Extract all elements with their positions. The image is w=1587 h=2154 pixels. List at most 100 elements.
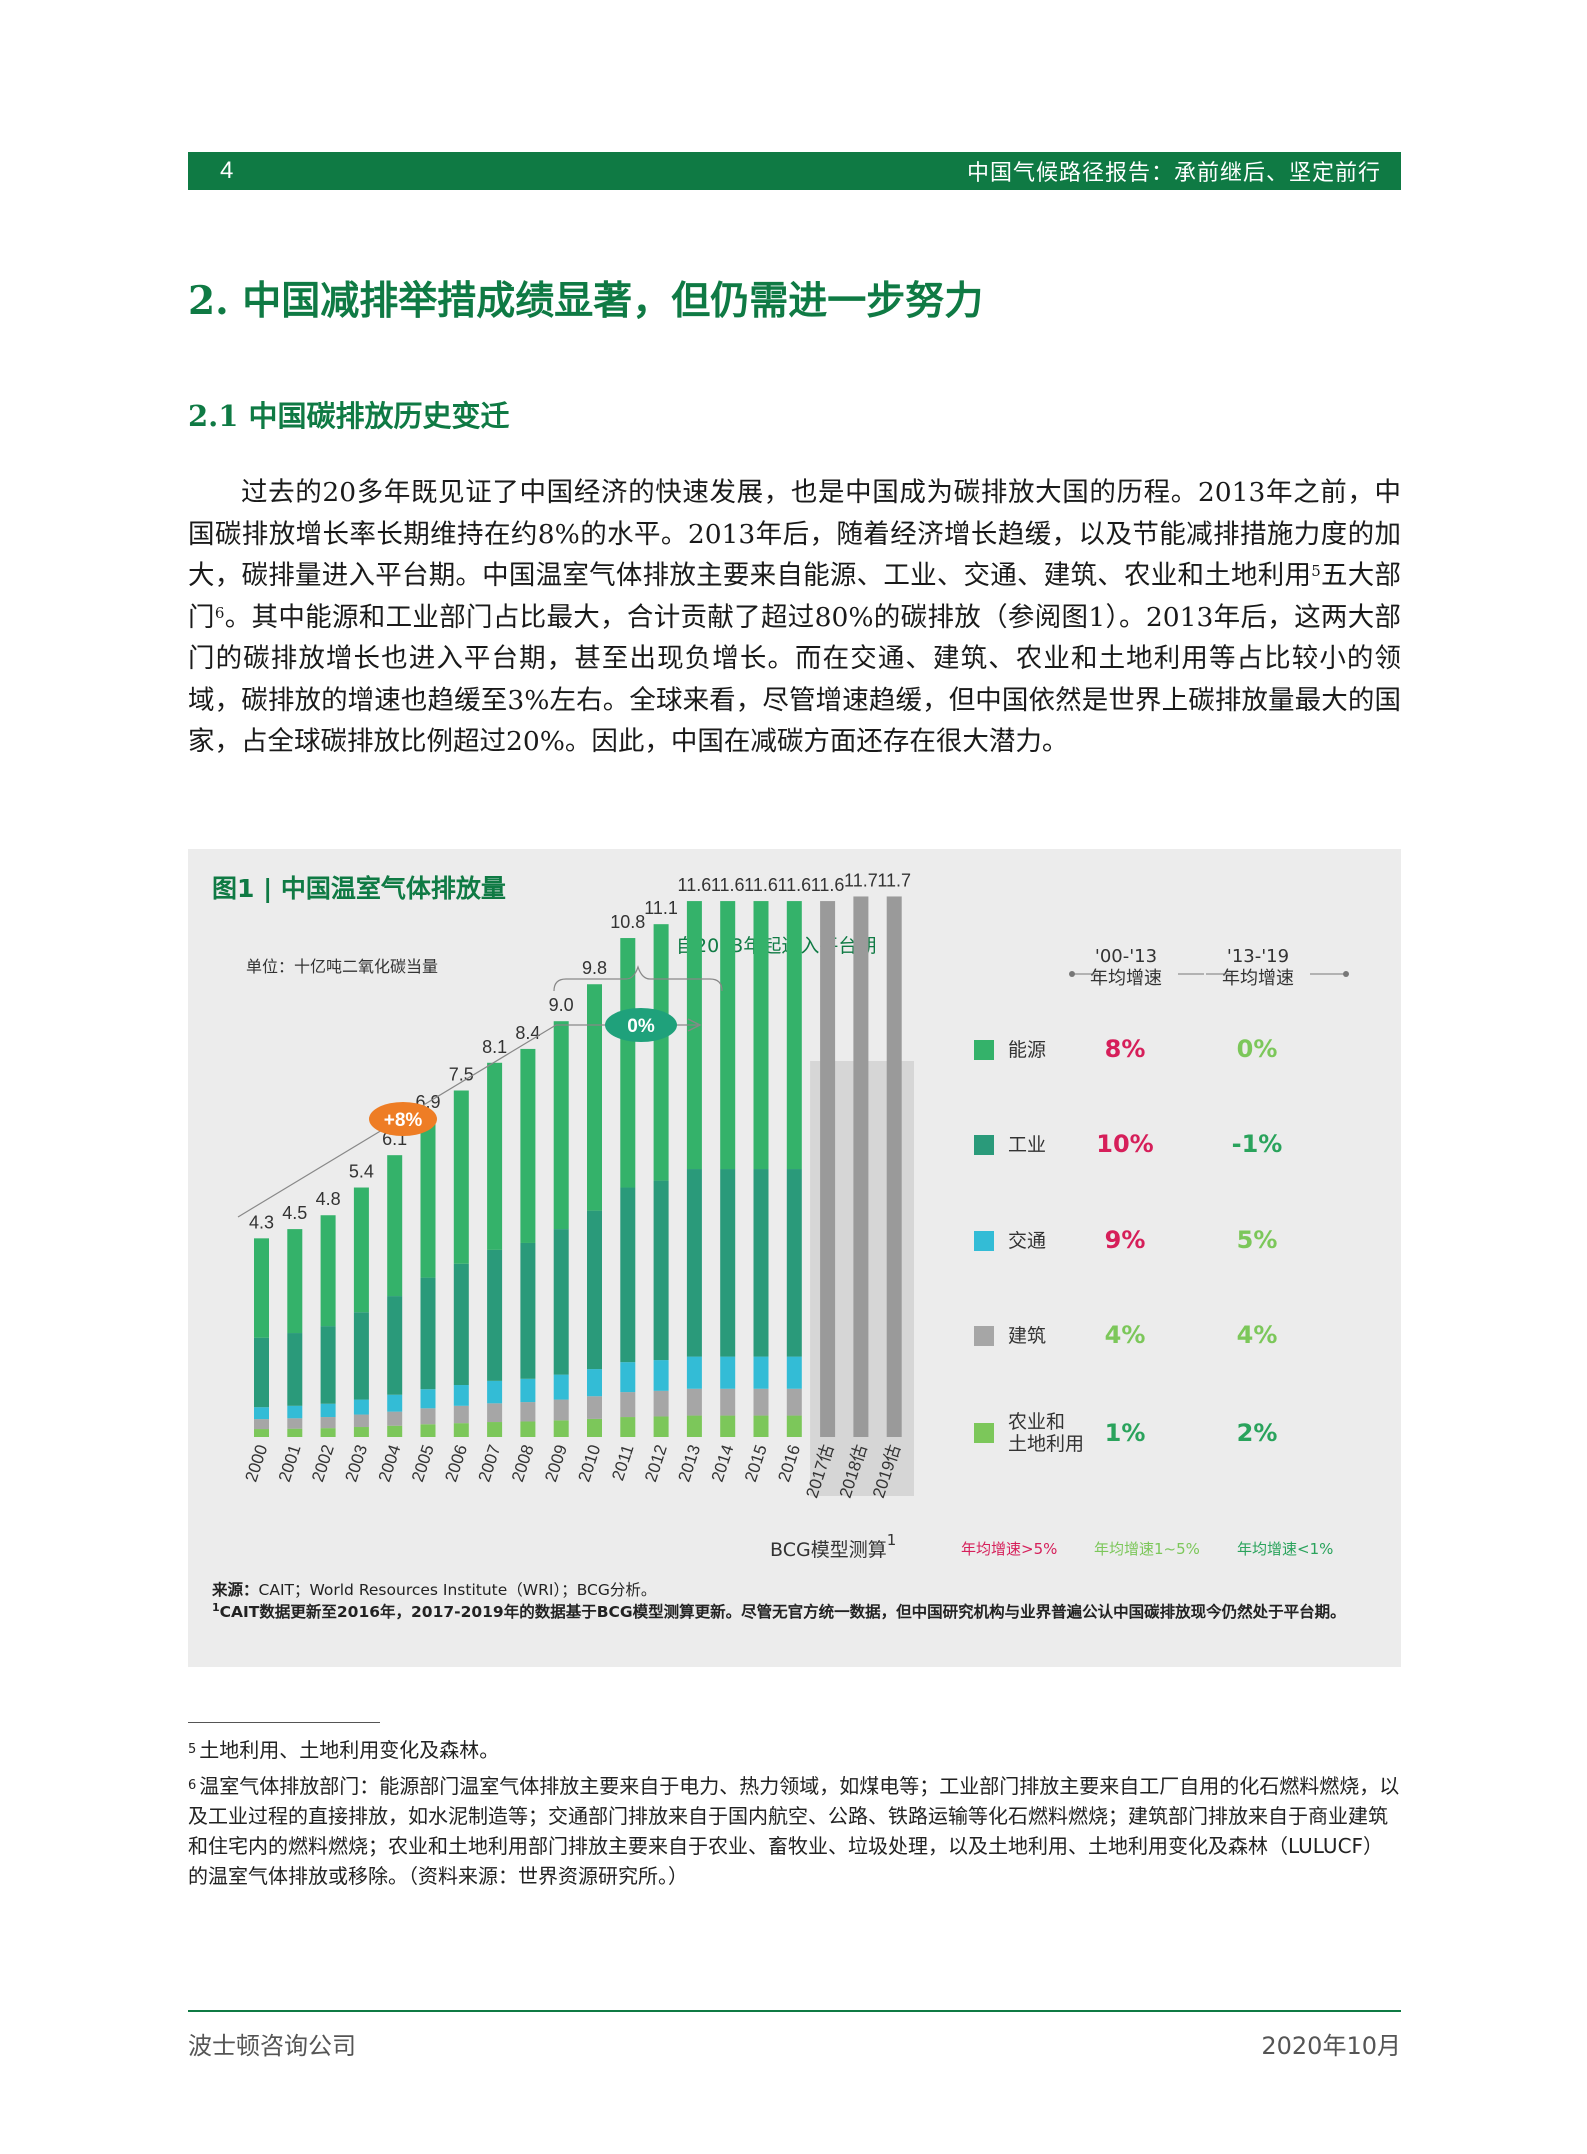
bar-segment-2005: [420, 1389, 436, 1409]
bar-segment-2000: [254, 1337, 269, 1408]
bar-segment-2010: [587, 1210, 602, 1370]
bar-segment-2010: [587, 1396, 602, 1419]
footnote-ref-5[interactable]: 5: [1311, 562, 1321, 580]
x-tick-label: 2006: [441, 1442, 471, 1484]
bar-segment-2006: [453, 1090, 469, 1264]
key-high: 年均增速>5%: [961, 1540, 1058, 1558]
bar-segment-2008: [520, 1048, 536, 1243]
col1-metric: 年均增速: [1090, 968, 1162, 989]
key-low: 年均增速<1%: [1237, 1540, 1334, 1558]
footnote-ref-6[interactable]: 6: [214, 603, 225, 622]
bar-segment-2001: [287, 1428, 303, 1437]
col1-period: '00-'13: [1094, 946, 1158, 967]
rate-2000-2013: 1%: [1104, 1419, 1146, 1447]
bar-segment-2005: [420, 1424, 436, 1437]
bar-segment-2016: [786, 901, 802, 1170]
rate-2000-2013: 10%: [1096, 1130, 1154, 1158]
bar-segment-2004: [387, 1411, 403, 1426]
bcg-label-text: BCG模型测算: [770, 1539, 887, 1561]
col1-header: '00-'13 年均增速: [1076, 946, 1176, 990]
legend-item: 建筑: [974, 1325, 1046, 1347]
page-number: 4: [220, 157, 234, 184]
bar-segment-2008: [520, 1378, 536, 1403]
bar-segment-2010: [587, 1369, 602, 1397]
bar-segment-2001: [287, 1405, 303, 1419]
subsection-heading: 2.1 中国碳排放历史变迁: [188, 399, 510, 433]
x-tick-label: 2007: [475, 1442, 505, 1484]
bar-segment-2007: [487, 1249, 503, 1381]
bar-segment-2001: [287, 1229, 303, 1334]
footnote-6: 6 温室气体排放部门：能源部门温室气体排放主要来自于电力、热力领域，如煤电等；工业…: [188, 1771, 1401, 1891]
plateau-brace: [553, 965, 723, 992]
bar-segment-2014: [720, 1415, 736, 1437]
bar-segment-2006: [453, 1423, 469, 1437]
bar-segment-2011: [620, 938, 636, 1188]
bar-segment-2003: [353, 1414, 369, 1428]
value-label: 11.6: [711, 875, 745, 895]
bar-segment-2011: [620, 1362, 636, 1393]
legend-label: 交通: [1008, 1230, 1047, 1252]
x-tick-label: 2015: [741, 1442, 771, 1484]
footer-date: 2020年10月: [1261, 2032, 1401, 2060]
trend-arrowhead: [687, 1018, 702, 1032]
footnote-rule: [188, 1722, 380, 1723]
bar-segment-2012: [653, 1360, 669, 1391]
unit-label: 单位：十亿吨二氧化碳当量: [246, 957, 439, 976]
bar-segment-2015: [753, 901, 769, 1170]
x-tick-label: 2003: [341, 1442, 371, 1484]
rate-2013-2019: 5%: [1236, 1226, 1278, 1254]
footnote-6-text: 温室气体排放部门：能源部门温室气体排放主要来自于电力、热力领域，如煤电等；工业部…: [188, 1774, 1400, 1888]
bar-segment-2009: [553, 1420, 569, 1437]
x-tick-label: 2002: [308, 1442, 338, 1484]
note-text: CAIT数据更新至2016年，2017-2019年的数据基于BCG模型测算更新。…: [219, 1603, 1346, 1621]
bar-segment-2011: [620, 1392, 636, 1418]
bar-segment-2011: [620, 1187, 636, 1363]
bcg-model-label: BCG模型测算1: [770, 1531, 896, 1562]
bar-segment-2001: [287, 1333, 303, 1406]
x-tick-label: 2005: [408, 1442, 438, 1484]
footnote-5: 5 土地利用、土地利用变化及森林。: [188, 1735, 1401, 1765]
bar-segment-2004: [387, 1394, 403, 1412]
value-label: 7.5: [449, 1065, 474, 1085]
value-label: 10.8: [610, 912, 645, 932]
rate-2013-2019: 2%: [1236, 1419, 1278, 1447]
x-tick-label: 2010: [575, 1442, 605, 1484]
paragraph-part-3: 。其中能源和工业部门占比最大，合计贡献了超过80%的碳排放（参阅图1）。2013…: [188, 601, 1402, 758]
paragraph-part-2: 五大部门: [188, 560, 1402, 633]
rate-2000-2013: 4%: [1104, 1321, 1146, 1349]
value-label: 9.8: [582, 958, 607, 978]
bar-segment-2002: [320, 1417, 336, 1429]
bar-segment-2007: [487, 1062, 503, 1250]
bar-segment-2001: [287, 1418, 303, 1429]
col2-period: '13-'19: [1226, 946, 1290, 967]
legend-item: 农业和 土地利用: [974, 1411, 1084, 1455]
x-tick-label: 2016: [774, 1442, 804, 1484]
bar-segment-2008: [520, 1421, 536, 1437]
value-label: 8.1: [482, 1037, 507, 1057]
paragraph-part-1: 过去的20多年既见证了中国经济的快速发展，也是中国成为碳排放大国的历程。2013…: [188, 477, 1401, 591]
source-label: 来源：: [212, 1581, 259, 1599]
x-tick-label: 2008: [508, 1442, 538, 1484]
bar-segment-2011: [620, 1417, 636, 1437]
x-tick-label: 2009: [541, 1442, 571, 1484]
bar-segment-2008: [520, 1242, 536, 1379]
rate-2000-2013: 9%: [1104, 1226, 1146, 1254]
x-tick-label: 2001: [275, 1442, 305, 1484]
note-num: 1: [212, 1601, 220, 1614]
x-tick-label: 2012: [641, 1442, 671, 1484]
value-label: 11.6: [678, 875, 712, 895]
bar-segment-2000: [254, 1429, 269, 1437]
bar-segment-2012: [653, 924, 669, 1181]
bar-segment-2006: [453, 1385, 469, 1406]
bar-segment-2014: [720, 1388, 736, 1416]
bar-segment-2007: [487, 1422, 503, 1437]
bar-segment-2009: [553, 1021, 569, 1230]
bar-segment-2013: [686, 1356, 702, 1389]
value-label: 9.0: [549, 995, 574, 1015]
bar-segment-2002: [320, 1403, 336, 1418]
footnote-6-num: 6: [188, 1778, 197, 1793]
bar-segment-2005: [420, 1408, 436, 1425]
bar-segment-2009: [553, 1399, 569, 1421]
footnote-5-text: 土地利用、土地利用变化及森林。: [199, 1738, 500, 1762]
bar-estimate-2017估: [820, 901, 836, 1437]
